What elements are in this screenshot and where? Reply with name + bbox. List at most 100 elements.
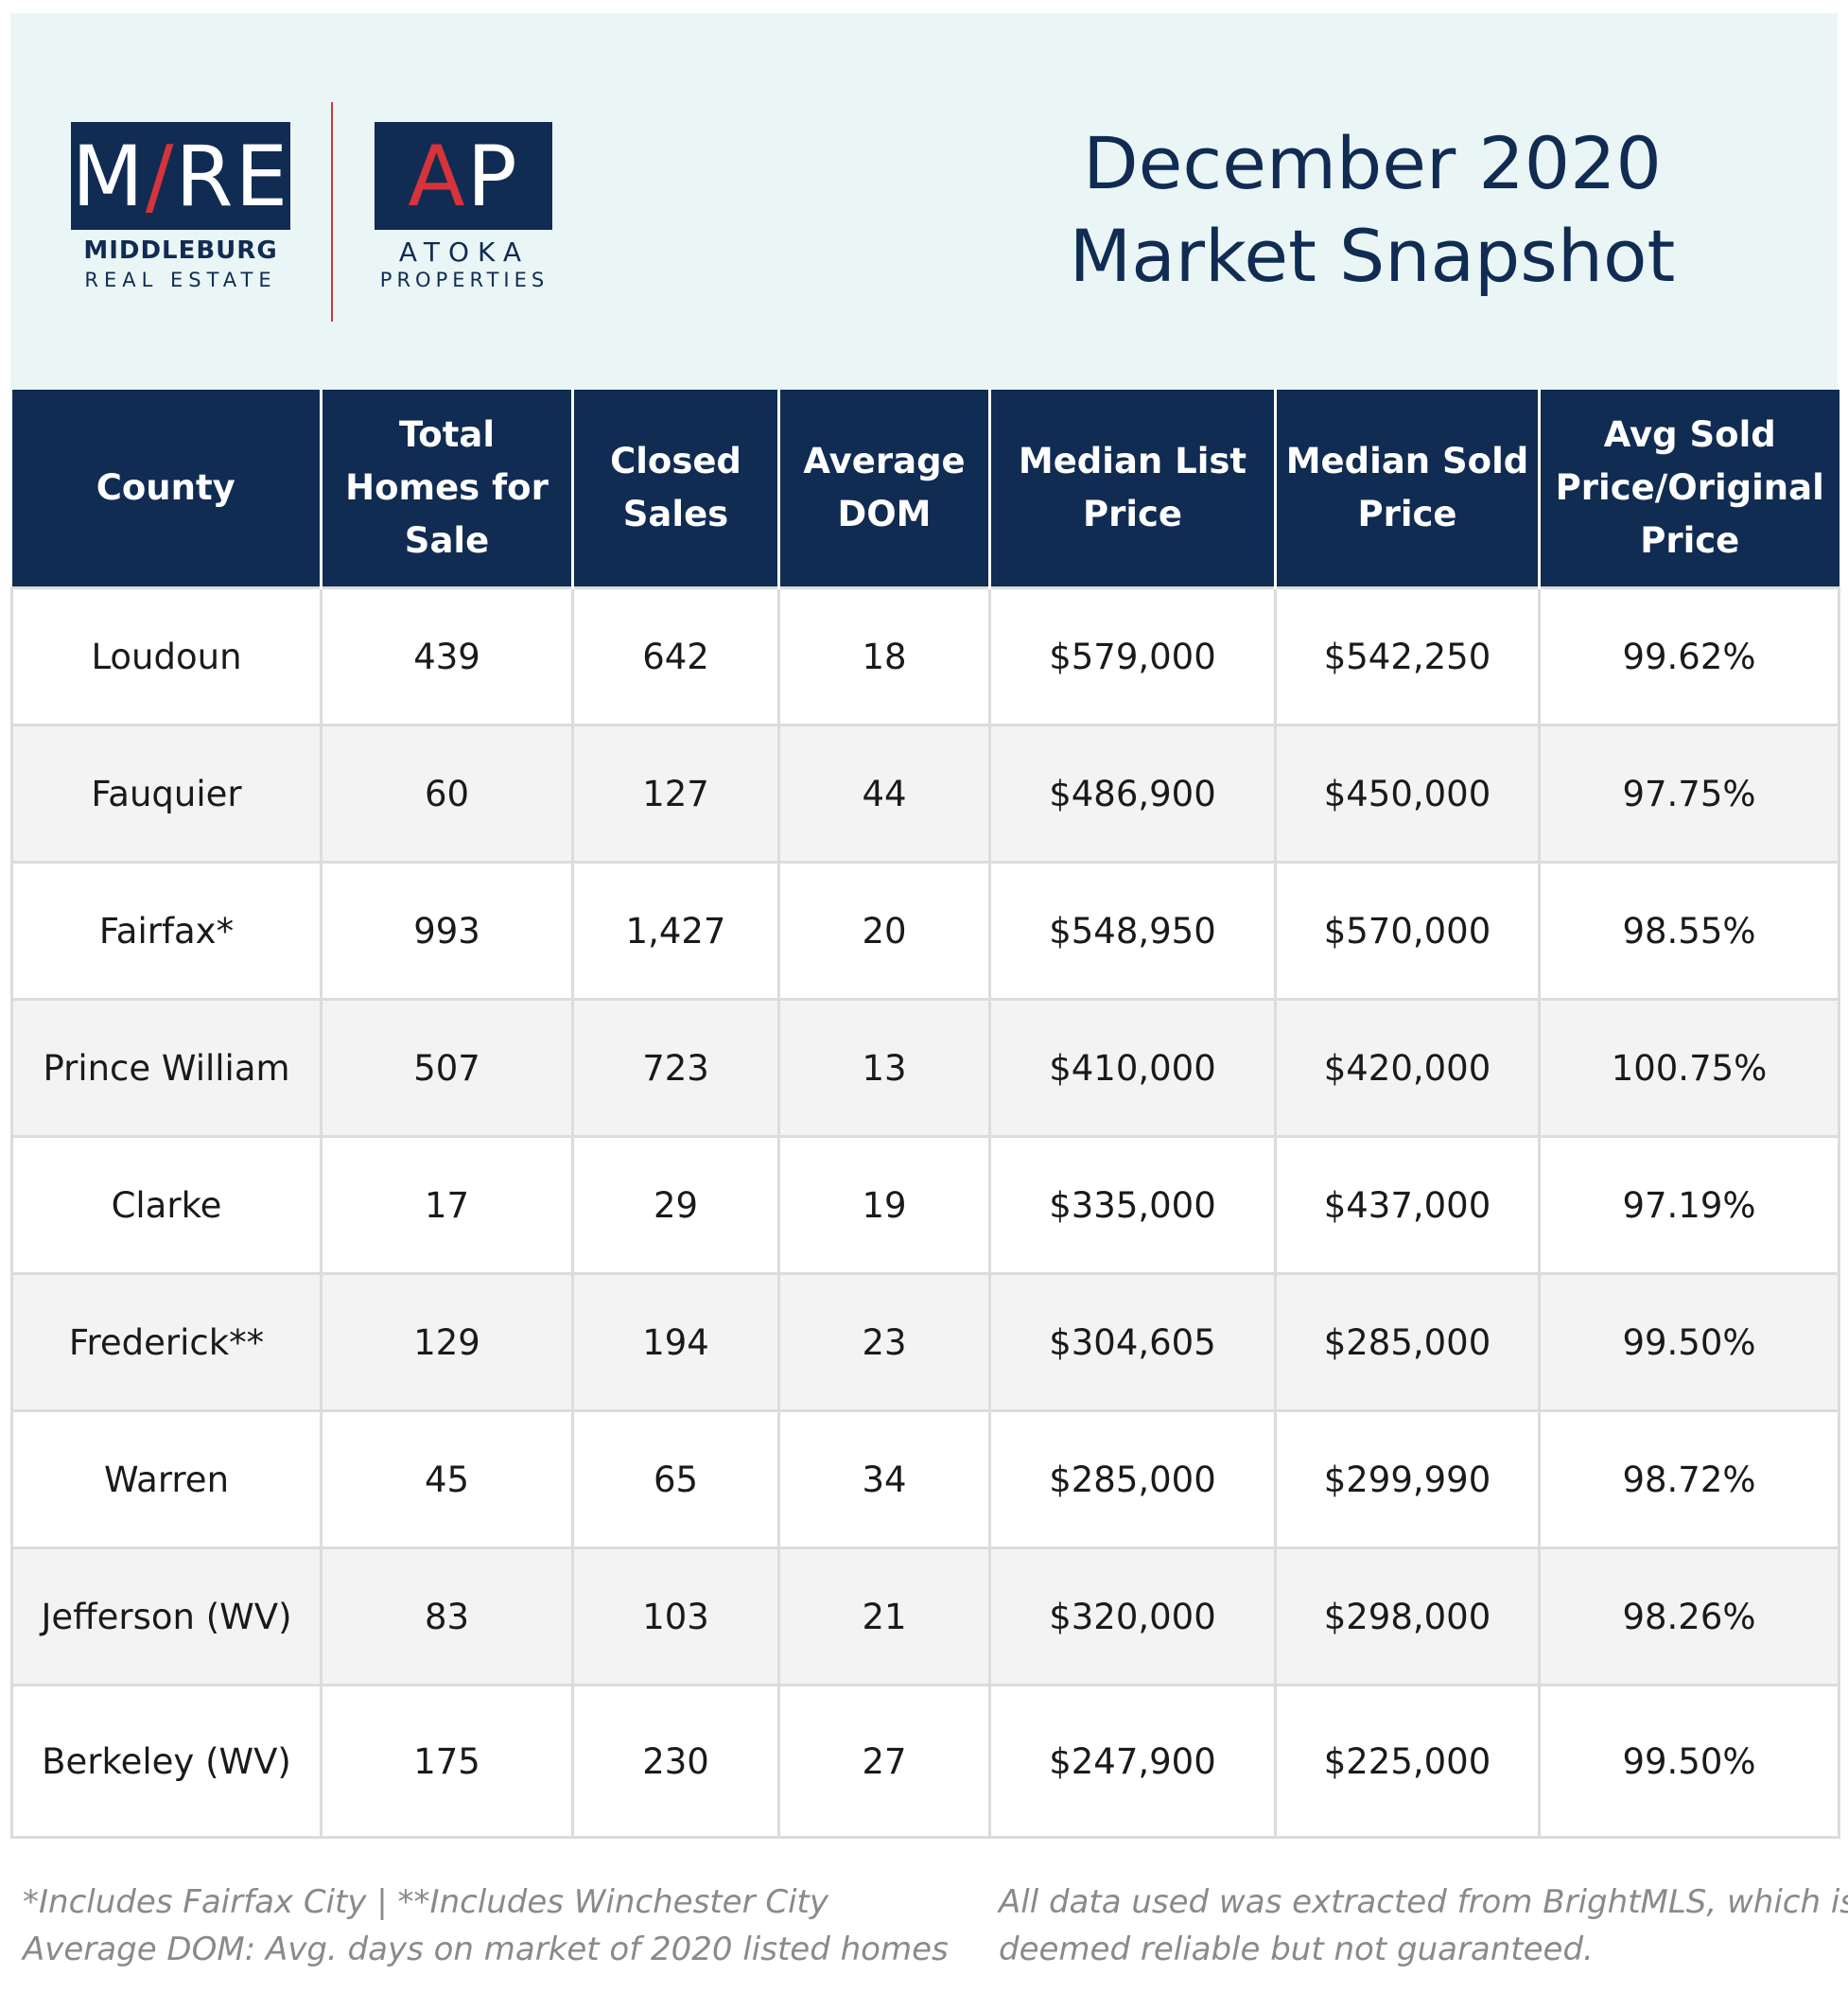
column-header: Avg Sold Price/Original Price xyxy=(1538,390,1839,588)
average-dom-cell: 27 xyxy=(777,1684,991,1839)
median-sold-price-cell: $225,000 xyxy=(1274,1684,1541,1839)
average-dom-cell: 21 xyxy=(777,1546,991,1686)
column-header: Closed Sales xyxy=(571,390,780,588)
closed-sales-cell: 723 xyxy=(571,998,780,1138)
median-list-price-cell: $247,900 xyxy=(988,1684,1277,1839)
average-dom-cell: 44 xyxy=(777,724,991,864)
ap-logo-p: P xyxy=(466,127,519,225)
median-sold-price-cell: $437,000 xyxy=(1274,1135,1541,1275)
sold-to-original-ratio-cell: 98.26% xyxy=(1538,1546,1840,1686)
median-list-price-cell: $304,605 xyxy=(988,1272,1277,1412)
table-header-row: County Total Homes for Sale Closed Sales… xyxy=(11,390,1839,588)
closed-sales-cell: 1,427 xyxy=(571,861,780,1001)
sold-to-original-ratio-cell: 97.75% xyxy=(1538,724,1840,864)
mre-logo-m: M xyxy=(71,127,146,225)
total-homes-cell: 507 xyxy=(320,998,574,1138)
footnote-source: All data used was extracted from BrightM… xyxy=(999,1878,1848,1973)
county-cell: Berkeley (WV) xyxy=(10,1684,323,1839)
median-sold-price-cell: $542,250 xyxy=(1274,586,1541,726)
closed-sales-cell: 642 xyxy=(571,586,780,726)
logo-divider xyxy=(331,102,333,322)
table-row: Clarke 17 29 19 $335,000 $437,000 97.19% xyxy=(10,1135,1840,1275)
footnote-definitions: *Includes Fairfax City | **Includes Winc… xyxy=(23,1878,949,1973)
closed-sales-cell: 103 xyxy=(571,1546,780,1686)
sold-to-original-ratio-cell: 99.50% xyxy=(1538,1684,1840,1839)
mre-logo: M / RE xyxy=(71,122,290,230)
county-cell: Warren xyxy=(10,1409,323,1549)
median-list-price-cell: $548,950 xyxy=(988,861,1277,1001)
table-row: Frederick** 129 194 23 $304,605 $285,000… xyxy=(10,1272,1840,1412)
sold-to-original-ratio-cell: 98.72% xyxy=(1538,1409,1840,1549)
table-row: Warren 45 65 34 $285,000 $299,990 98.72% xyxy=(10,1409,1840,1549)
sold-to-original-ratio-cell: 100.75% xyxy=(1538,998,1840,1138)
closed-sales-cell: 194 xyxy=(571,1272,780,1412)
mre-logo-tagline: REAL ESTATE xyxy=(84,269,277,291)
column-header: Median Sold Price xyxy=(1274,390,1541,588)
table-row: Fairfax* 993 1,427 20 $548,950 $570,000 … xyxy=(10,861,1840,1001)
total-homes-cell: 17 xyxy=(320,1135,574,1275)
median-list-price-cell: $285,000 xyxy=(988,1409,1277,1549)
sold-to-original-ratio-cell: 99.50% xyxy=(1538,1272,1840,1412)
closed-sales-cell: 230 xyxy=(571,1684,780,1839)
average-dom-cell: 13 xyxy=(777,998,991,1138)
column-header: Average DOM xyxy=(777,390,991,588)
total-homes-cell: 83 xyxy=(320,1546,574,1686)
total-homes-cell: 60 xyxy=(320,724,574,864)
footnote-county-notes: *Includes Fairfax City | **Includes Winc… xyxy=(23,1883,828,1921)
footnote-source-line-1: All data used was extracted from BrightM… xyxy=(999,1883,1848,1921)
county-cell: Jefferson (WV) xyxy=(10,1546,323,1686)
closed-sales-cell: 29 xyxy=(571,1135,780,1275)
table-row: Fauquier 60 127 44 $486,900 $450,000 97.… xyxy=(10,724,1840,864)
ap-logo-a: A xyxy=(408,127,467,225)
mre-logo-re: RE xyxy=(175,127,290,225)
column-header: County xyxy=(11,390,323,588)
column-header: Total Homes for Sale xyxy=(320,390,574,588)
ap-logo-name: ATOKA xyxy=(398,236,531,268)
market-snapshot-table: County Total Homes for Sale Closed Sales… xyxy=(10,390,1840,1839)
footnote-source-line-2: deemed reliable but not guaranteed. xyxy=(999,1931,1594,1968)
median-sold-price-cell: $299,990 xyxy=(1274,1409,1541,1549)
total-homes-cell: 439 xyxy=(320,586,574,726)
closed-sales-cell: 127 xyxy=(571,724,780,864)
average-dom-cell: 20 xyxy=(777,861,991,1001)
table-row: Prince William 507 723 13 $410,000 $420,… xyxy=(10,998,1840,1138)
county-cell: Fairfax* xyxy=(10,861,323,1001)
average-dom-cell: 23 xyxy=(777,1272,991,1412)
title-subtitle: Market Snapshot xyxy=(1069,214,1676,298)
median-list-price-cell: $410,000 xyxy=(988,998,1277,1138)
county-cell: Fauquier xyxy=(10,724,323,864)
median-sold-price-cell: $420,000 xyxy=(1274,998,1541,1138)
median-list-price-cell: $320,000 xyxy=(988,1546,1277,1686)
ap-logo-tagline: PROPERTIES xyxy=(379,269,549,291)
median-sold-price-cell: $450,000 xyxy=(1274,724,1541,864)
mre-logo-name: MIDDLEBURG xyxy=(83,236,278,265)
closed-sales-cell: 65 xyxy=(571,1409,780,1549)
page-title: December 2020 Market Snapshot xyxy=(956,117,1788,303)
total-homes-cell: 993 xyxy=(320,861,574,1001)
total-homes-cell: 129 xyxy=(320,1272,574,1412)
median-sold-price-cell: $285,000 xyxy=(1274,1272,1541,1412)
median-sold-price-cell: $298,000 xyxy=(1274,1546,1541,1686)
table-row: Jefferson (WV) 83 103 21 $320,000 $298,0… xyxy=(10,1546,1840,1686)
average-dom-cell: 19 xyxy=(777,1135,991,1275)
total-homes-cell: 45 xyxy=(320,1409,574,1549)
county-cell: Loudoun xyxy=(10,586,323,726)
mre-logo-slash: / xyxy=(145,127,176,225)
average-dom-cell: 18 xyxy=(777,586,991,726)
sold-to-original-ratio-cell: 98.55% xyxy=(1538,861,1840,1001)
median-list-price-cell: $579,000 xyxy=(988,586,1277,726)
column-header: Median List Price xyxy=(988,390,1277,588)
footnote-dom-definition: Average DOM: Avg. days on market of 2020… xyxy=(23,1931,949,1968)
title-month: December 2020 xyxy=(1083,121,1662,205)
median-list-price-cell: $335,000 xyxy=(988,1135,1277,1275)
table-row: Loudoun 439 642 18 $579,000 $542,250 99.… xyxy=(10,586,1840,726)
county-cell: Clarke xyxy=(10,1135,323,1275)
average-dom-cell: 34 xyxy=(777,1409,991,1549)
sold-to-original-ratio-cell: 99.62% xyxy=(1538,586,1840,726)
total-homes-cell: 175 xyxy=(320,1684,574,1839)
county-cell: Frederick** xyxy=(10,1272,323,1412)
sold-to-original-ratio-cell: 97.19% xyxy=(1538,1135,1840,1275)
table-row: Berkeley (WV) 175 230 27 $247,900 $225,0… xyxy=(10,1684,1840,1839)
